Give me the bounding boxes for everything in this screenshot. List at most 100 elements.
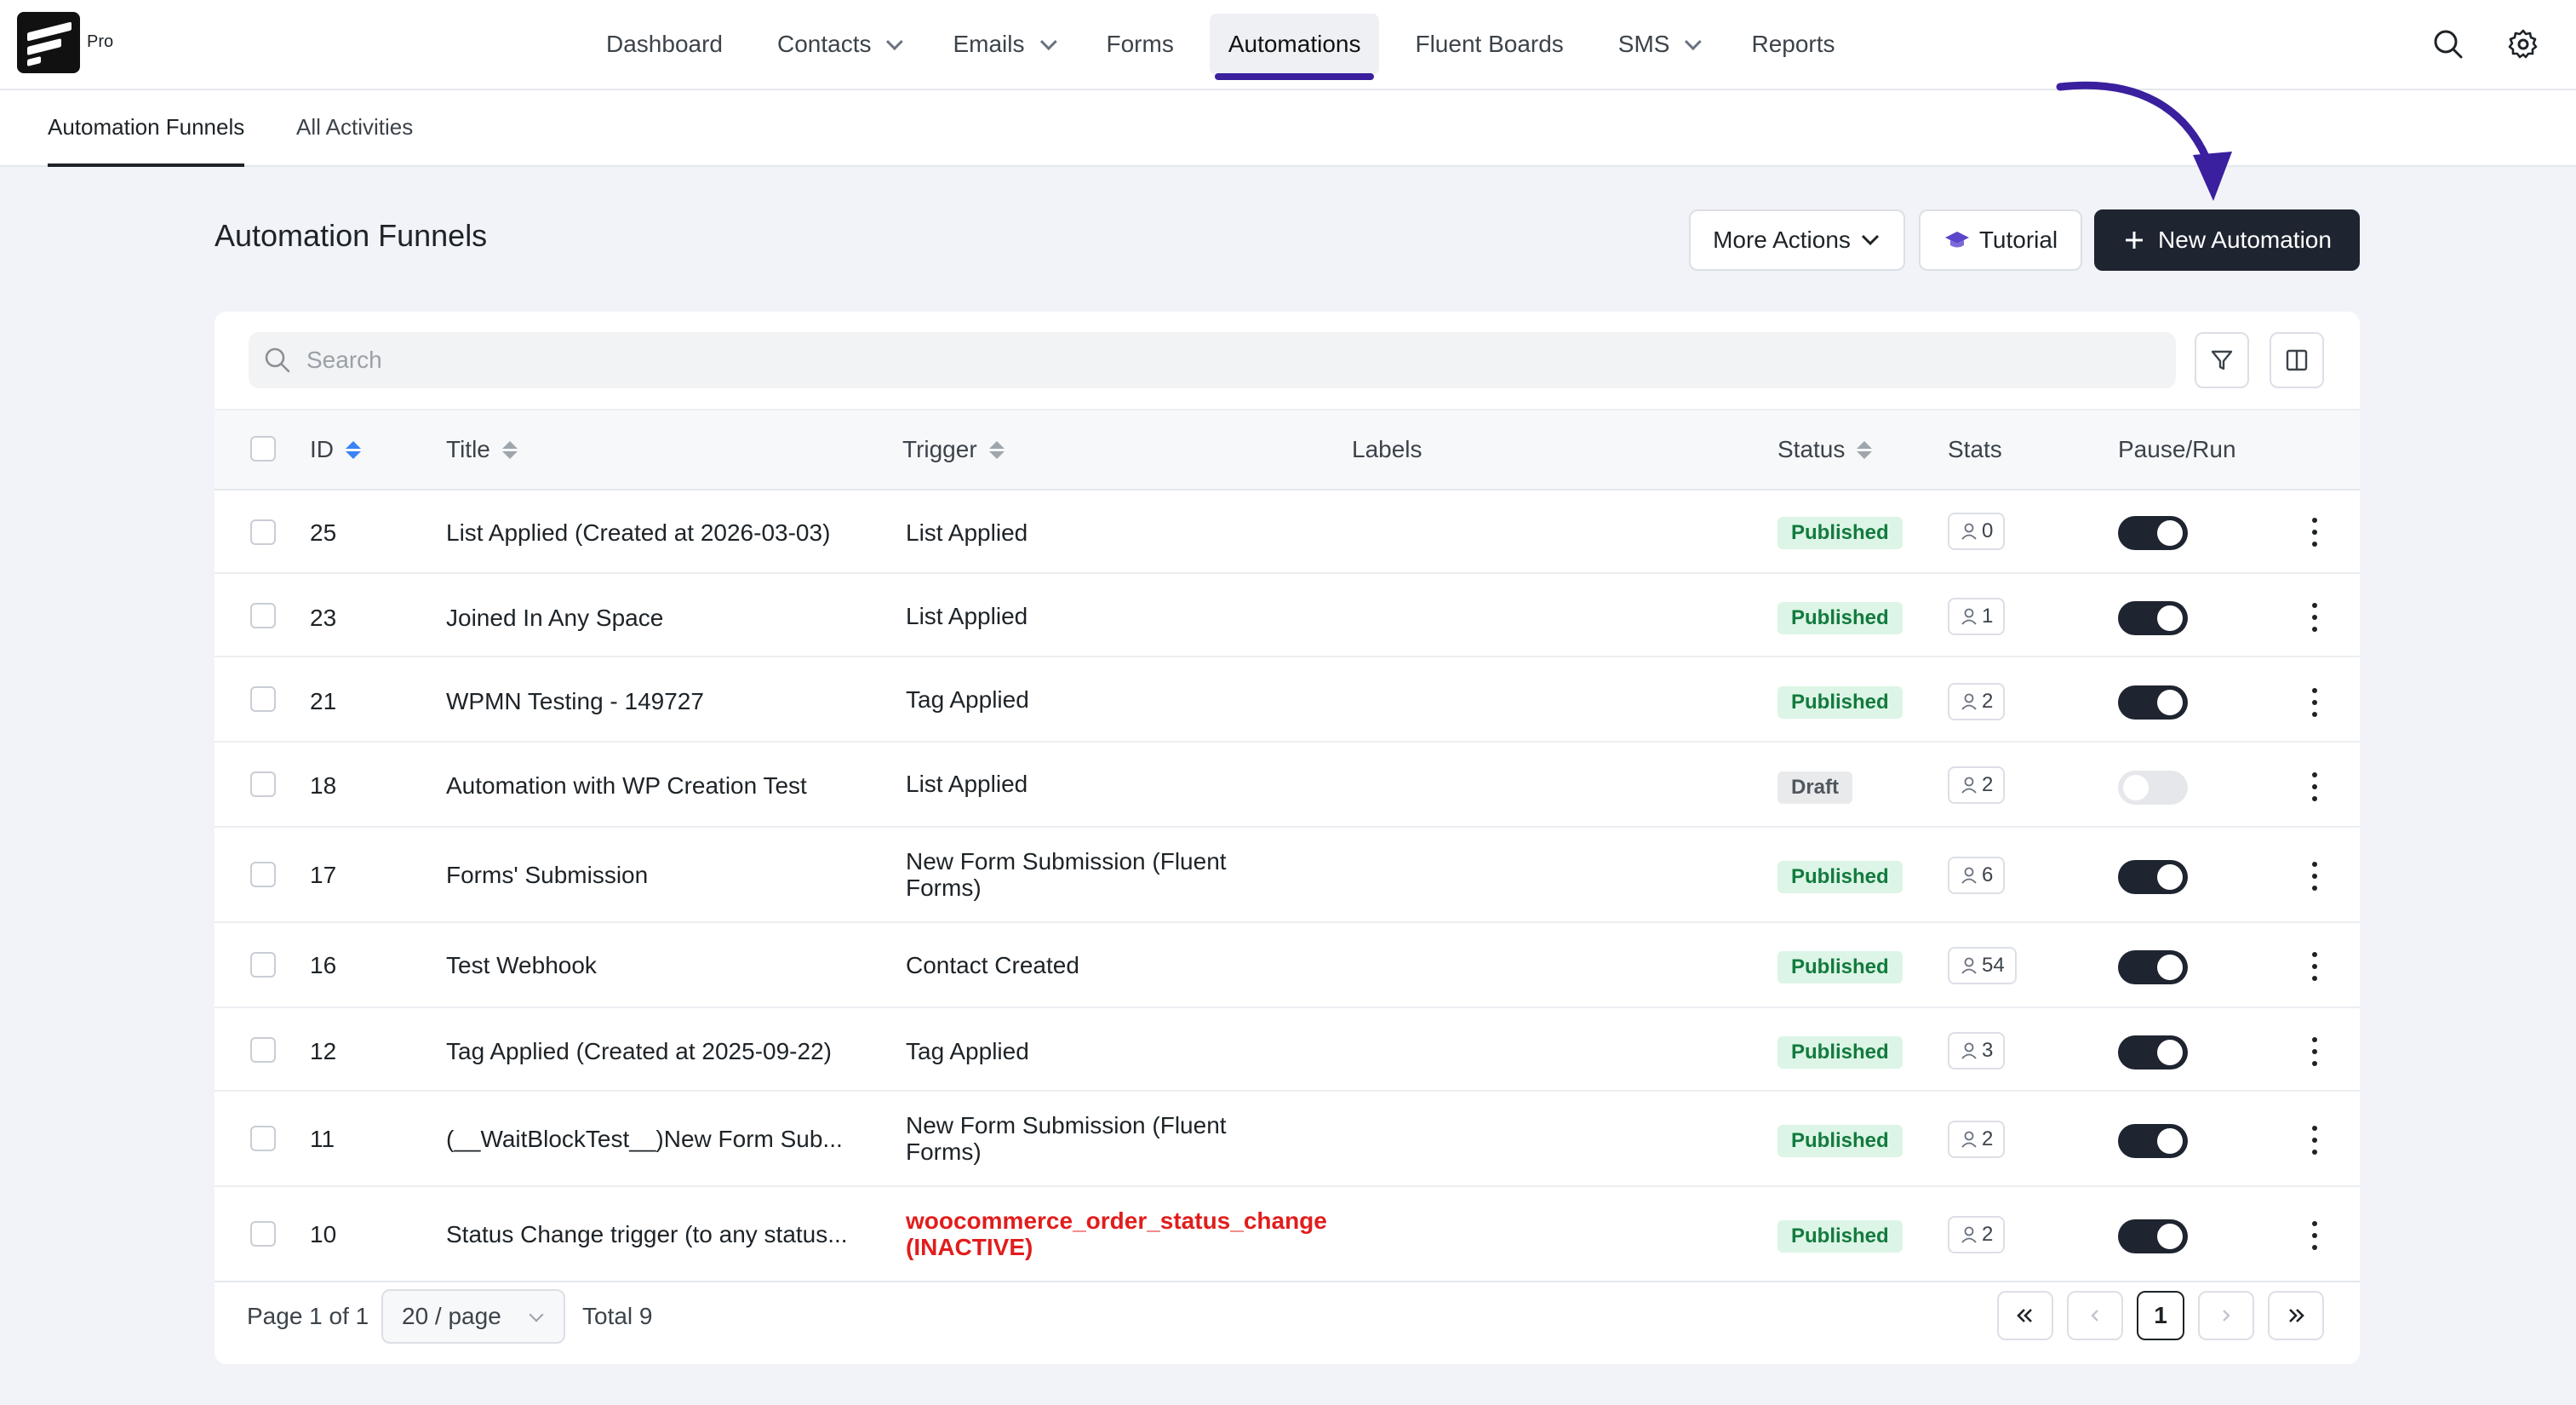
row-checkbox[interactable] <box>250 603 276 628</box>
search-icon[interactable] <box>2430 26 2467 63</box>
page-info: Page 1 of 1 <box>247 1303 369 1329</box>
nav-label: SMS <box>1617 31 1670 57</box>
stats-counter[interactable]: 2 <box>1948 1216 2006 1253</box>
plus-icon <box>2126 232 2144 249</box>
search-input[interactable] <box>306 347 2009 374</box>
nav-fluent-boards[interactable]: Fluent Boards <box>1396 14 1582 75</box>
filter-icon <box>2211 350 2233 370</box>
pause-run-toggle[interactable] <box>2118 1124 2188 1158</box>
stats-counter[interactable]: 3 <box>1948 1032 2006 1070</box>
stats-counter[interactable]: 6 <box>1948 857 2006 894</box>
select-all-checkbox[interactable] <box>250 436 276 462</box>
row-title-link[interactable]: Tag Applied (Created at 2025-09-22) <box>446 1038 832 1064</box>
pause-run-toggle[interactable] <box>2118 685 2188 720</box>
pause-run-toggle[interactable] <box>2118 950 2188 984</box>
plan-tier-label: Pro <box>87 32 114 51</box>
row-checkbox[interactable] <box>250 1037 276 1063</box>
row-checkbox[interactable] <box>250 1221 276 1247</box>
row-actions-kebab-icon[interactable] <box>2310 1221 2319 1250</box>
nav-automations[interactable]: Automations <box>1209 14 1380 80</box>
tab-all-activities[interactable]: All Activities <box>296 114 414 140</box>
tutorial-button[interactable]: Tutorial <box>1919 209 2082 271</box>
columns-toggle-button[interactable] <box>2270 332 2324 388</box>
row-checkbox[interactable] <box>250 771 276 797</box>
row-checkbox[interactable] <box>250 1126 276 1151</box>
table-row[interactable]: 25 List Applied (Created at 2026-03-03) … <box>215 490 2360 574</box>
row-actions-kebab-icon[interactable] <box>2310 1126 2319 1155</box>
stats-counter[interactable]: 54 <box>1948 947 2017 984</box>
column-header-id[interactable]: ID <box>310 436 361 463</box>
row-title-link[interactable]: (__WaitBlockTest__)New Form Sub... <box>446 1126 843 1152</box>
settings-gear-icon[interactable] <box>2504 26 2542 63</box>
per-page-select[interactable]: 20 / page <box>381 1289 565 1344</box>
row-actions-kebab-icon[interactable] <box>2310 1037 2319 1066</box>
row-id: 18 <box>310 772 337 799</box>
fluentcrm-logo-icon[interactable] <box>17 12 80 73</box>
row-title-link[interactable]: Joined In Any Space <box>446 605 664 631</box>
nav-sms[interactable]: SMS <box>1600 14 1716 75</box>
row-title-link[interactable]: List Applied (Created at 2026-03-03) <box>446 519 831 546</box>
stats-count: 3 <box>1982 1039 1994 1062</box>
table-row[interactable]: 17 Forms' Submission New Form Submission… <box>215 828 2360 923</box>
row-actions-kebab-icon[interactable] <box>2310 518 2319 547</box>
nav-contacts[interactable]: Contacts <box>758 14 918 75</box>
table-row[interactable]: 18 Automation with WP Creation Test List… <box>215 743 2360 828</box>
column-header-title[interactable]: Title <box>446 436 518 463</box>
table-row[interactable]: 21 WPMN Testing - 149727 Tag Applied Pub… <box>215 657 2360 743</box>
last-page-button[interactable] <box>2268 1291 2324 1340</box>
row-checkbox[interactable] <box>250 952 276 978</box>
tab-automation-funnels[interactable]: Automation Funnels <box>48 114 245 167</box>
row-actions-kebab-icon[interactable] <box>2310 772 2319 801</box>
row-title-link[interactable]: Test Webhook <box>446 952 597 978</box>
row-trigger: List Applied <box>906 519 1028 546</box>
row-checkbox[interactable] <box>250 519 276 545</box>
status-badge: Published <box>1777 686 1903 719</box>
row-actions-kebab-icon[interactable] <box>2310 603 2319 632</box>
column-header-trigger[interactable]: Trigger <box>902 436 1005 463</box>
stats-counter[interactable]: 2 <box>1948 1121 2006 1158</box>
stats-counter[interactable]: 0 <box>1948 513 2006 550</box>
row-title-link[interactable]: Forms' Submission <box>446 862 649 888</box>
chevron-down-icon <box>886 33 904 51</box>
row-title-link[interactable]: WPMN Testing - 149727 <box>446 688 704 714</box>
more-actions-button[interactable]: More Actions <box>1689 209 1905 271</box>
row-actions-kebab-icon[interactable] <box>2310 688 2319 717</box>
pause-run-toggle[interactable] <box>2118 601 2188 635</box>
next-page-button[interactable] <box>2198 1291 2254 1340</box>
pause-run-toggle[interactable] <box>2118 516 2188 550</box>
column-header-status[interactable]: Status <box>1777 436 1873 463</box>
status-badge: Published <box>1777 1220 1903 1253</box>
row-checkbox[interactable] <box>250 862 276 887</box>
nav-reports[interactable]: Reports <box>1732 14 1853 75</box>
pause-run-toggle[interactable] <box>2118 1035 2188 1070</box>
row-title-link[interactable]: Status Change trigger (to any status... <box>446 1221 848 1247</box>
first-page-button[interactable] <box>1997 1291 2053 1340</box>
nav-forms[interactable]: Forms <box>1088 14 1193 75</box>
stats-count: 2 <box>1982 773 1994 796</box>
table-row[interactable]: 16 Test Webhook Contact Created Publishe… <box>215 923 2360 1008</box>
pause-run-toggle[interactable] <box>2118 860 2188 894</box>
table-row[interactable]: 12 Tag Applied (Created at 2025-09-22) T… <box>215 1008 2360 1092</box>
stats-counter[interactable]: 2 <box>1948 683 2006 720</box>
table-row[interactable]: 11 (__WaitBlockTest__)New Form Sub... Ne… <box>215 1092 2360 1187</box>
filter-button[interactable] <box>2195 332 2249 388</box>
pause-run-toggle[interactable] <box>2118 1219 2188 1253</box>
nav-dashboard[interactable]: Dashboard <box>587 14 741 75</box>
row-actions-kebab-icon[interactable] <box>2310 952 2319 981</box>
stats-counter[interactable]: 1 <box>1948 598 2006 635</box>
row-checkbox[interactable] <box>250 686 276 712</box>
prev-page-button[interactable] <box>2067 1291 2123 1340</box>
search-box[interactable] <box>249 332 2176 388</box>
pause-run-toggle[interactable] <box>2118 771 2188 805</box>
table-row[interactable]: 10 Status Change trigger (to any status.… <box>215 1187 2360 1282</box>
stats-counter[interactable]: 2 <box>1948 766 2006 804</box>
column-header-pause-run: Pause/Run <box>2118 436 2236 463</box>
row-actions-kebab-icon[interactable] <box>2310 862 2319 891</box>
nav-emails[interactable]: Emails <box>934 14 1070 75</box>
row-title-link[interactable]: Automation with WP Creation Test <box>446 772 807 799</box>
table-row[interactable]: 23 Joined In Any Space List Applied Publ… <box>215 574 2360 657</box>
page-number-button[interactable]: 1 <box>2137 1291 2184 1340</box>
row-trigger: Contact Created <box>906 952 1079 978</box>
row-trigger: New Form Submission (Fluent Forms) <box>906 848 1227 901</box>
new-automation-button[interactable]: New Automation <box>2094 209 2360 271</box>
